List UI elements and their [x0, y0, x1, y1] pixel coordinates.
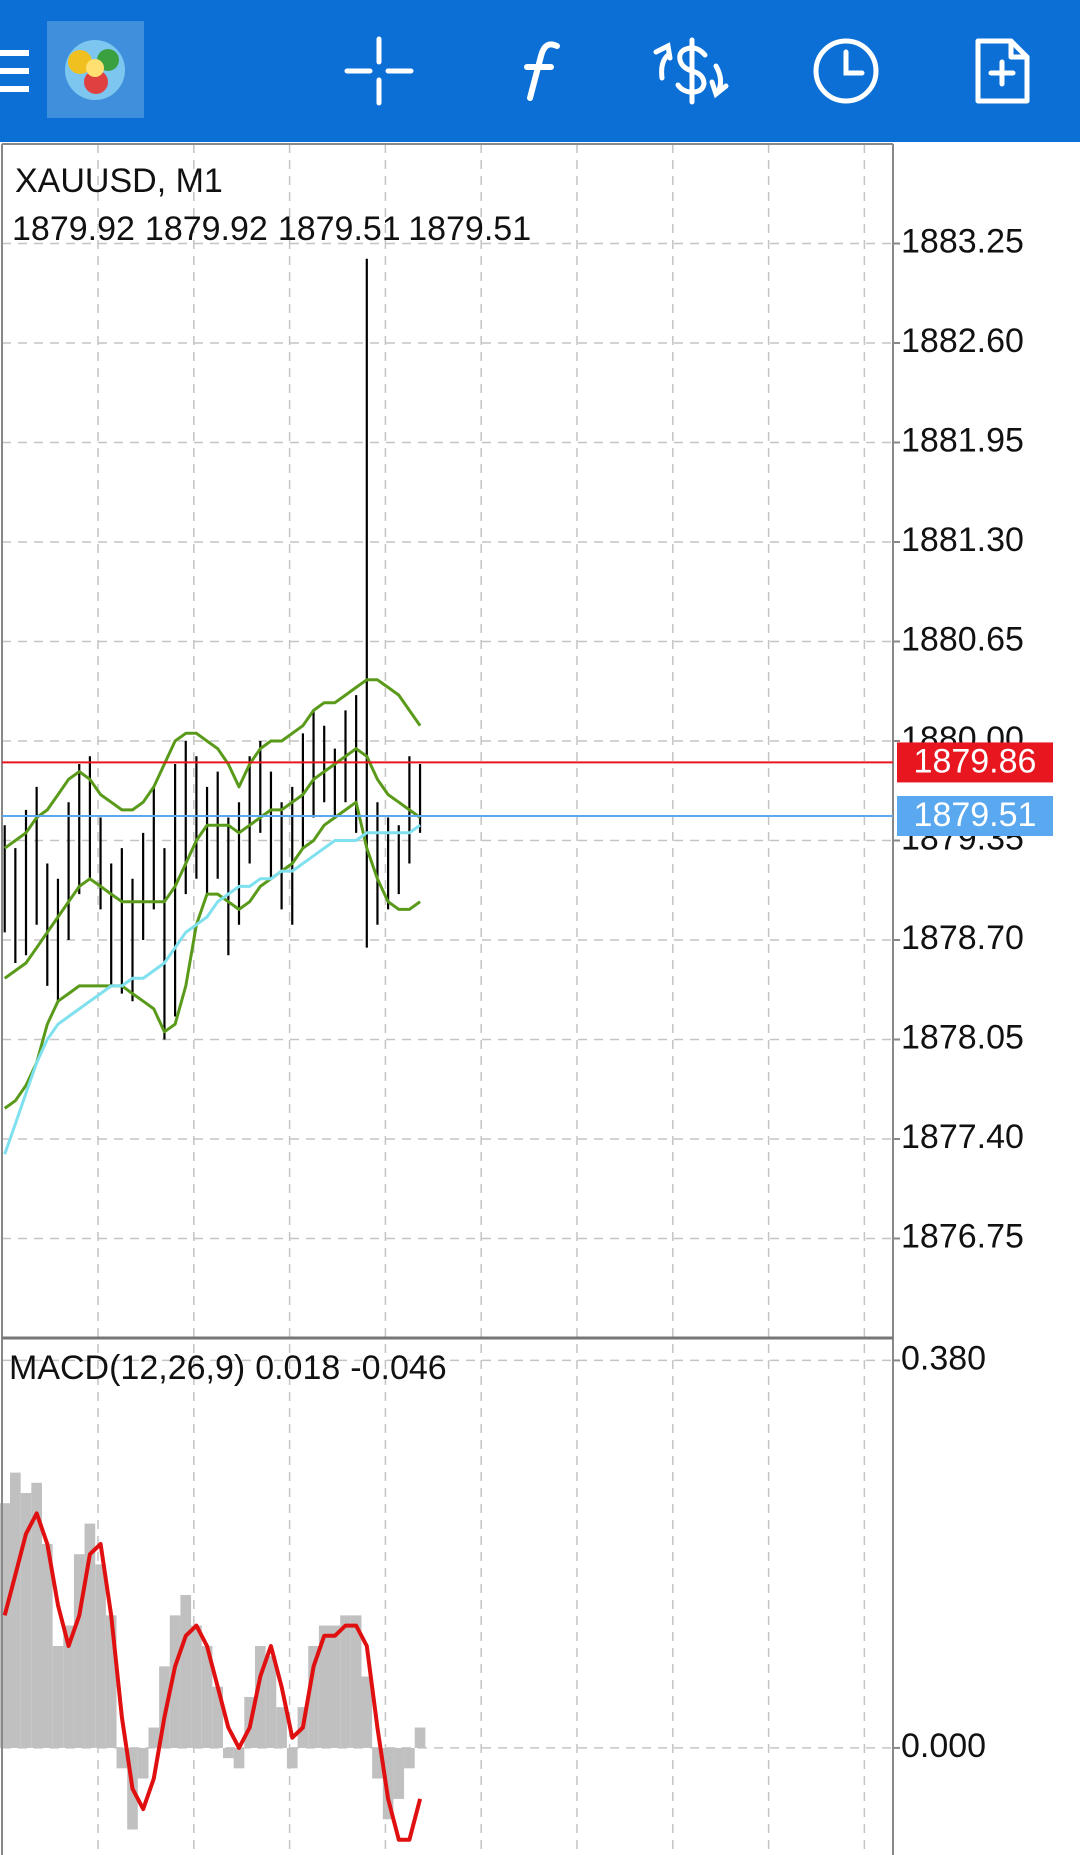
y-tick-label: 1881.95: [901, 421, 1024, 459]
ohlc-quote: 1879.92 1879.92 1879.51 1879.51: [12, 210, 531, 248]
macd-histogram-bar: [393, 1747, 405, 1799]
macd-histogram-bar: [116, 1747, 128, 1769]
app-logo[interactable]: [47, 21, 144, 118]
macd-histogram-bar: [318, 1625, 330, 1748]
macd-histogram-bar: [95, 1564, 106, 1748]
macd-histogram-bar: [254, 1645, 266, 1748]
indicator-line: [3, 800, 421, 1110]
y-tick-label: 0.380: [901, 1339, 986, 1377]
macd-histogram-bar: [329, 1625, 341, 1748]
macd-histogram-bar: [191, 1625, 202, 1748]
quote-value: 1879.51: [278, 210, 400, 248]
y-tick-label: 1877.40: [901, 1118, 1024, 1156]
macd-histogram-bar: [350, 1615, 362, 1748]
indicator-line: [3, 678, 422, 850]
macd-signal-value: -0.046: [350, 1349, 446, 1387]
macd-histogram-bar: [276, 1707, 287, 1748]
macd-histogram-bar: [223, 1747, 234, 1759]
indicator-line: [3, 747, 421, 980]
y-tick-label: 1881.30: [901, 521, 1024, 559]
macd-histogram-bar: [0, 1503, 11, 1748]
macd-histogram-bar: [201, 1645, 213, 1748]
macd-title: MACD(12,26,9) 0.018 -0.046: [9, 1349, 447, 1387]
macd-histogram-bar: [372, 1747, 383, 1779]
y-tick-label: 1880.65: [901, 620, 1024, 658]
macd-histogram-bar: [137, 1747, 149, 1779]
macd-histogram-bar: [340, 1615, 351, 1748]
symbol-title: XAUUSD, M1: [15, 162, 223, 200]
indicator-line: [3, 823, 421, 1155]
macd-histogram-bar: [31, 1482, 42, 1748]
macd-histogram-bar: [105, 1615, 117, 1748]
price-tag-label: 1879.86: [914, 742, 1037, 780]
macd-histogram-bar: [286, 1747, 298, 1769]
macd-histogram-bar: [169, 1615, 181, 1748]
price-tag-label: 1879.51: [914, 796, 1037, 834]
macd-histogram-bar: [180, 1594, 192, 1748]
y-tick-label: 1878.70: [901, 919, 1024, 957]
macd-histogram-bar: [414, 1727, 426, 1748]
macd-signal-line: [2, 1511, 423, 1842]
macd-histogram-bar: [382, 1747, 394, 1820]
macd-name: MACD(12,26,9): [9, 1349, 245, 1387]
y-tick-label: 1882.60: [901, 322, 1024, 360]
macd-histogram-bar: [63, 1625, 74, 1748]
macd-histogram-bar: [52, 1645, 64, 1748]
price-tag: [897, 796, 1053, 837]
macd-main-value: 0.018: [255, 1349, 340, 1387]
macd-histogram-bar: [84, 1523, 96, 1748]
menu-button[interactable]: [0, 50, 29, 92]
macd-histogram-bar: [212, 1686, 224, 1748]
y-tick-label: 0.000: [901, 1727, 986, 1765]
macd-histogram-bar: [265, 1656, 277, 1748]
y-tick-label: 1878.05: [901, 1018, 1024, 1056]
macd-histogram-bar: [148, 1727, 160, 1748]
quote-value: 1879.51: [408, 210, 531, 248]
macd-histogram-bar: [41, 1543, 53, 1748]
quote-value: 1879.92: [145, 210, 268, 248]
macd-histogram-bar: [20, 1492, 32, 1748]
price-tag: [897, 742, 1053, 783]
trade-button[interactable]: [653, 37, 729, 105]
y-tick-label: 1876.75: [901, 1217, 1024, 1255]
macd-histogram-bar: [361, 1676, 373, 1748]
macd-histogram-bar: [308, 1645, 319, 1748]
macd-histogram-bar: [404, 1747, 415, 1769]
chart-area: [0, 144, 900, 1855]
macd-histogram-bar: [10, 1472, 21, 1748]
y-tick-label: 1883.25: [901, 222, 1024, 260]
crosshair-button[interactable]: [344, 36, 414, 106]
history-button[interactable]: [813, 38, 879, 104]
macd-histogram-bar: [159, 1666, 170, 1748]
quote-value: 1879.92: [12, 210, 135, 248]
macd-histogram-bar: [233, 1747, 245, 1769]
macd-histogram-bar: [73, 1554, 85, 1748]
indicators-button[interactable]: [524, 41, 560, 101]
new-order-button[interactable]: [975, 38, 1030, 104]
